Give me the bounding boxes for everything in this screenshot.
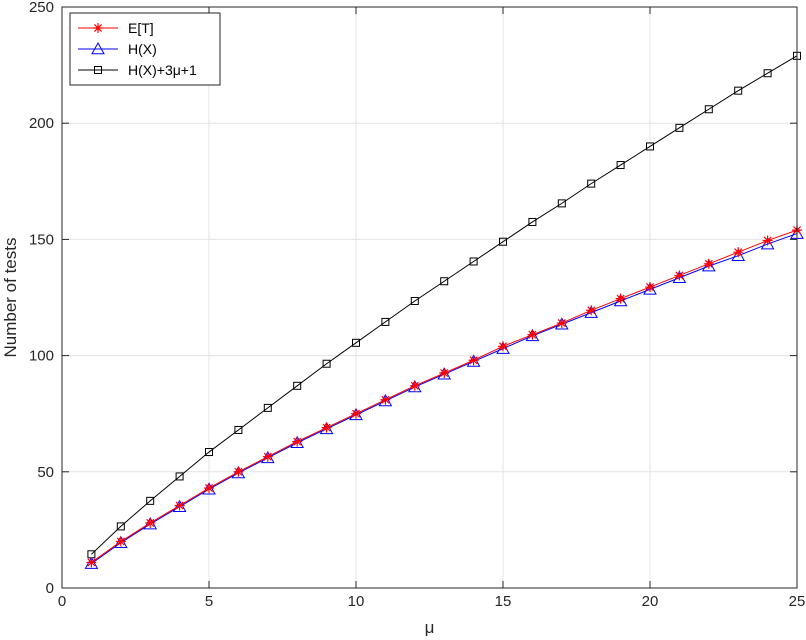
data-point — [527, 329, 538, 340]
data-point — [145, 517, 156, 528]
data-point — [703, 258, 714, 269]
data-point — [615, 293, 626, 304]
series-2 — [87, 51, 801, 559]
x-axis-label: μ — [425, 618, 435, 637]
data-point — [734, 86, 743, 95]
y-tick-label: 250 — [29, 0, 54, 16]
data-point — [733, 247, 744, 258]
data-point — [587, 179, 596, 188]
x-tick-label: 25 — [789, 593, 806, 610]
series-line — [91, 55, 798, 555]
legend: E[T] H(X) H(X)+3μ+1 — [69, 12, 221, 86]
x-tick-label: 10 — [348, 593, 365, 610]
data-point — [469, 257, 478, 266]
data-point — [292, 436, 303, 447]
legend-label: H(X)+3μ+1 — [128, 62, 197, 78]
y-tick-label: 200 — [29, 115, 54, 132]
axes-box — [61, 6, 798, 589]
data-point — [381, 317, 390, 326]
data-point — [674, 270, 685, 281]
data-point — [86, 557, 97, 568]
data-point — [116, 522, 125, 531]
y-tick-label: 150 — [29, 231, 54, 248]
data-point — [322, 359, 331, 368]
data-point — [528, 217, 537, 226]
x-tick-label: 5 — [205, 593, 213, 610]
y-axis-label: Number of tests — [1, 238, 20, 358]
data-point — [557, 199, 566, 208]
data-point — [351, 408, 361, 419]
data-point — [556, 318, 567, 329]
y-tick-label: 100 — [29, 348, 54, 365]
data-point — [204, 483, 214, 494]
data-point — [586, 305, 597, 316]
data-point — [352, 338, 360, 347]
data-point — [643, 282, 657, 295]
legend-marker — [93, 23, 103, 33]
x-tick-label: 20 — [642, 593, 659, 610]
data-point — [410, 296, 419, 305]
data-point — [174, 500, 185, 511]
x-tick-label: 15 — [495, 593, 512, 610]
data-point — [675, 123, 684, 132]
data-point — [701, 259, 716, 272]
y-tick-label: 50 — [37, 464, 54, 481]
data-point — [146, 496, 155, 505]
y-tick-label: 0 — [46, 580, 54, 597]
data-point — [468, 355, 479, 366]
data-point — [440, 277, 449, 286]
data-point — [762, 235, 773, 246]
data-point — [499, 237, 507, 246]
legend-marker — [94, 66, 102, 74]
series-layer — [84, 51, 804, 569]
data-point — [704, 105, 713, 114]
data-point — [293, 381, 302, 390]
data-point — [409, 380, 420, 391]
series-0 — [86, 225, 802, 568]
data-point — [672, 270, 687, 284]
plot-area — [62, 7, 797, 588]
data-point — [263, 403, 272, 412]
data-point — [613, 293, 628, 307]
ticks — [61, 6, 798, 589]
data-point — [175, 472, 184, 481]
legend-marker — [91, 41, 105, 55]
data-point — [380, 394, 391, 405]
legend-label: H(X) — [128, 41, 157, 57]
data-point — [616, 161, 625, 170]
data-point — [498, 341, 508, 352]
data-point — [234, 425, 243, 434]
data-point — [763, 69, 772, 78]
data-point — [646, 142, 654, 151]
data-point — [321, 422, 332, 433]
data-point — [262, 451, 273, 462]
data-point — [233, 466, 244, 477]
data-point — [439, 368, 450, 379]
data-point — [645, 282, 655, 293]
x-tick-label: 0 — [58, 593, 66, 610]
data-point — [205, 448, 213, 457]
data-point — [115, 536, 126, 547]
legend-label: E[T] — [128, 20, 154, 36]
